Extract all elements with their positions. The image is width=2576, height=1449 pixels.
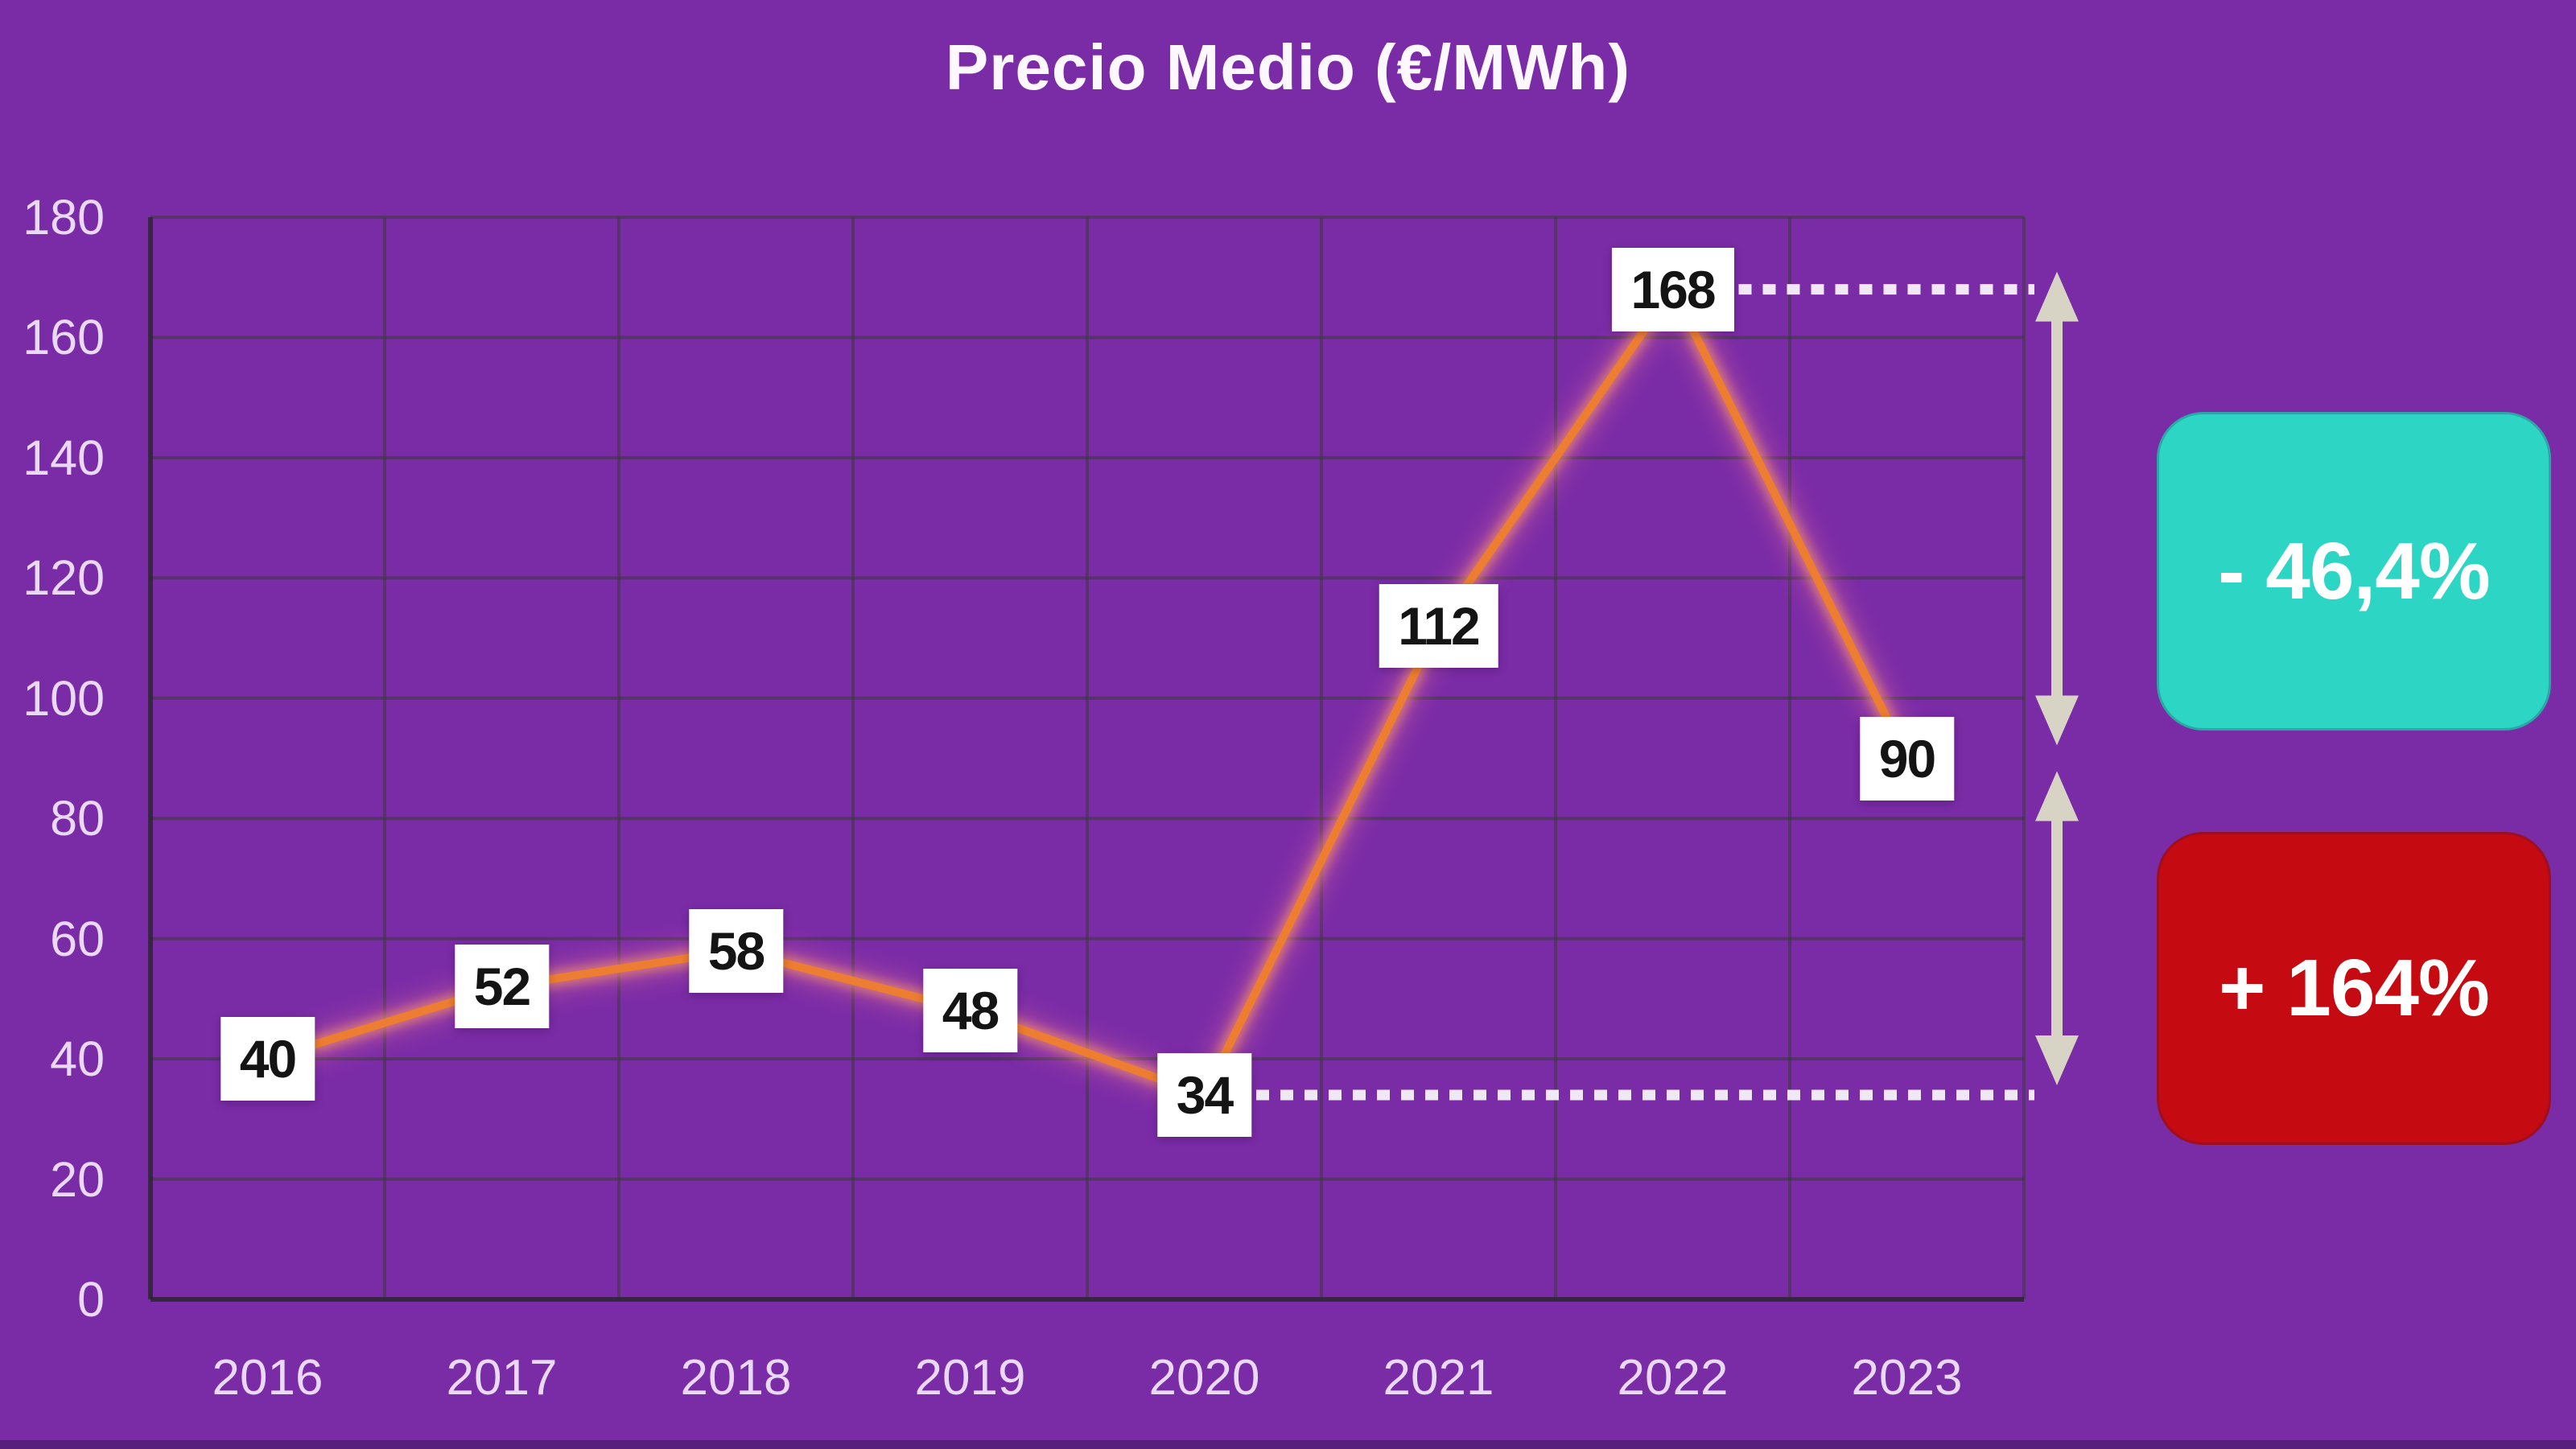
x-tick-label: 2022 (1617, 1350, 1729, 1406)
range-arrow (2035, 771, 2079, 1085)
bottom-edge-shade (0, 1440, 2576, 1449)
increase-percentage-badge: + 164% (2157, 832, 2551, 1145)
range-arrow (2035, 271, 2079, 746)
x-tick-label: 2017 (446, 1350, 558, 1406)
y-tick-label: 100 (23, 670, 105, 726)
x-tick-label: 2020 (1148, 1350, 1260, 1406)
decrease-percentage-badge: - 46,4% (2157, 412, 2551, 731)
point-label: 48 (922, 969, 1018, 1053)
point-label: 112 (1379, 584, 1498, 669)
annotation-layer (1256, 271, 2079, 1101)
increase-percentage-label: + 164% (2219, 943, 2490, 1033)
x-tick-label: 2023 (1851, 1350, 1963, 1406)
point-label: 58 (688, 908, 784, 993)
point-label: 168 (1611, 247, 1734, 331)
y-tick-label: 40 (50, 1031, 105, 1087)
x-tick-label: 2018 (680, 1350, 792, 1406)
y-tick-label: 80 (50, 791, 105, 846)
point-label: 90 (1859, 716, 1955, 801)
y-tick-label: 160 (23, 310, 105, 365)
x-tick-label: 2016 (212, 1350, 324, 1406)
x-tick-label: 2021 (1383, 1350, 1494, 1406)
y-tick-label: 120 (23, 550, 105, 606)
x-tick-label: 2019 (914, 1350, 1026, 1406)
grid-layer (148, 216, 2026, 1314)
chart-title: Precio Medio (€/MWh) (945, 31, 1631, 103)
y-tick-label: 20 (50, 1151, 105, 1207)
y-tick-label: 60 (50, 911, 105, 966)
y-tick-label: 0 (77, 1272, 105, 1327)
y-tick-label: 140 (23, 430, 105, 485)
point-label: 34 (1156, 1052, 1252, 1137)
y-tick-label: 180 (23, 190, 105, 245)
point-label: 40 (220, 1017, 315, 1101)
point-label: 52 (454, 945, 550, 1029)
decrease-percentage-label: - 46,4% (2218, 525, 2491, 616)
